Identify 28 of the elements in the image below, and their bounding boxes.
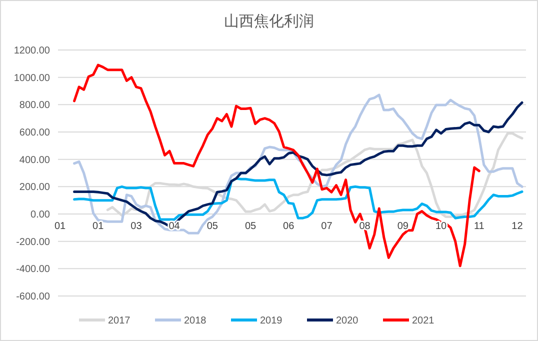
x-tick-label: 10 — [435, 221, 448, 232]
x-tick-label: 06 — [283, 221, 295, 232]
y-tick-label: 800.00 — [19, 100, 50, 112]
legend-label: 2021 — [412, 316, 435, 326]
x-tick-label: 12 — [512, 221, 524, 232]
x-tick-label: 01 — [92, 221, 104, 232]
y-tick-label: -600.00 — [16, 292, 50, 302]
x-tick-label: 05 — [206, 221, 218, 232]
x-tick-label: 11 — [474, 221, 485, 232]
y-tick-label: -200.00 — [16, 236, 50, 248]
y-tick-label: 1200.00 — [14, 46, 50, 56]
x-tick-label: 01 — [54, 221, 66, 232]
legend-label: 2020 — [336, 316, 359, 326]
x-tick-label: 05 — [244, 221, 257, 232]
y-tick-label: -400.00 — [16, 264, 50, 276]
y-tick-label: 600.00 — [19, 128, 50, 138]
legend-label: 2018 — [184, 316, 207, 326]
y-tick-label: 1000.00 — [14, 72, 50, 84]
line-series — [73, 177, 524, 221]
x-tick-label: 07 — [321, 221, 333, 232]
y-tick-label: 400.00 — [19, 154, 50, 166]
x-tick-label: 03 — [130, 221, 142, 232]
y-tick-label: 200.00 — [19, 182, 50, 194]
x-tick-label: 09 — [397, 221, 409, 232]
legend-label: 2017 — [108, 316, 131, 326]
legend-label: 2019 — [260, 316, 283, 326]
y-tick-label: 0.00 — [30, 210, 50, 220]
chart-title: 山西焦化利润 — [224, 13, 314, 30]
